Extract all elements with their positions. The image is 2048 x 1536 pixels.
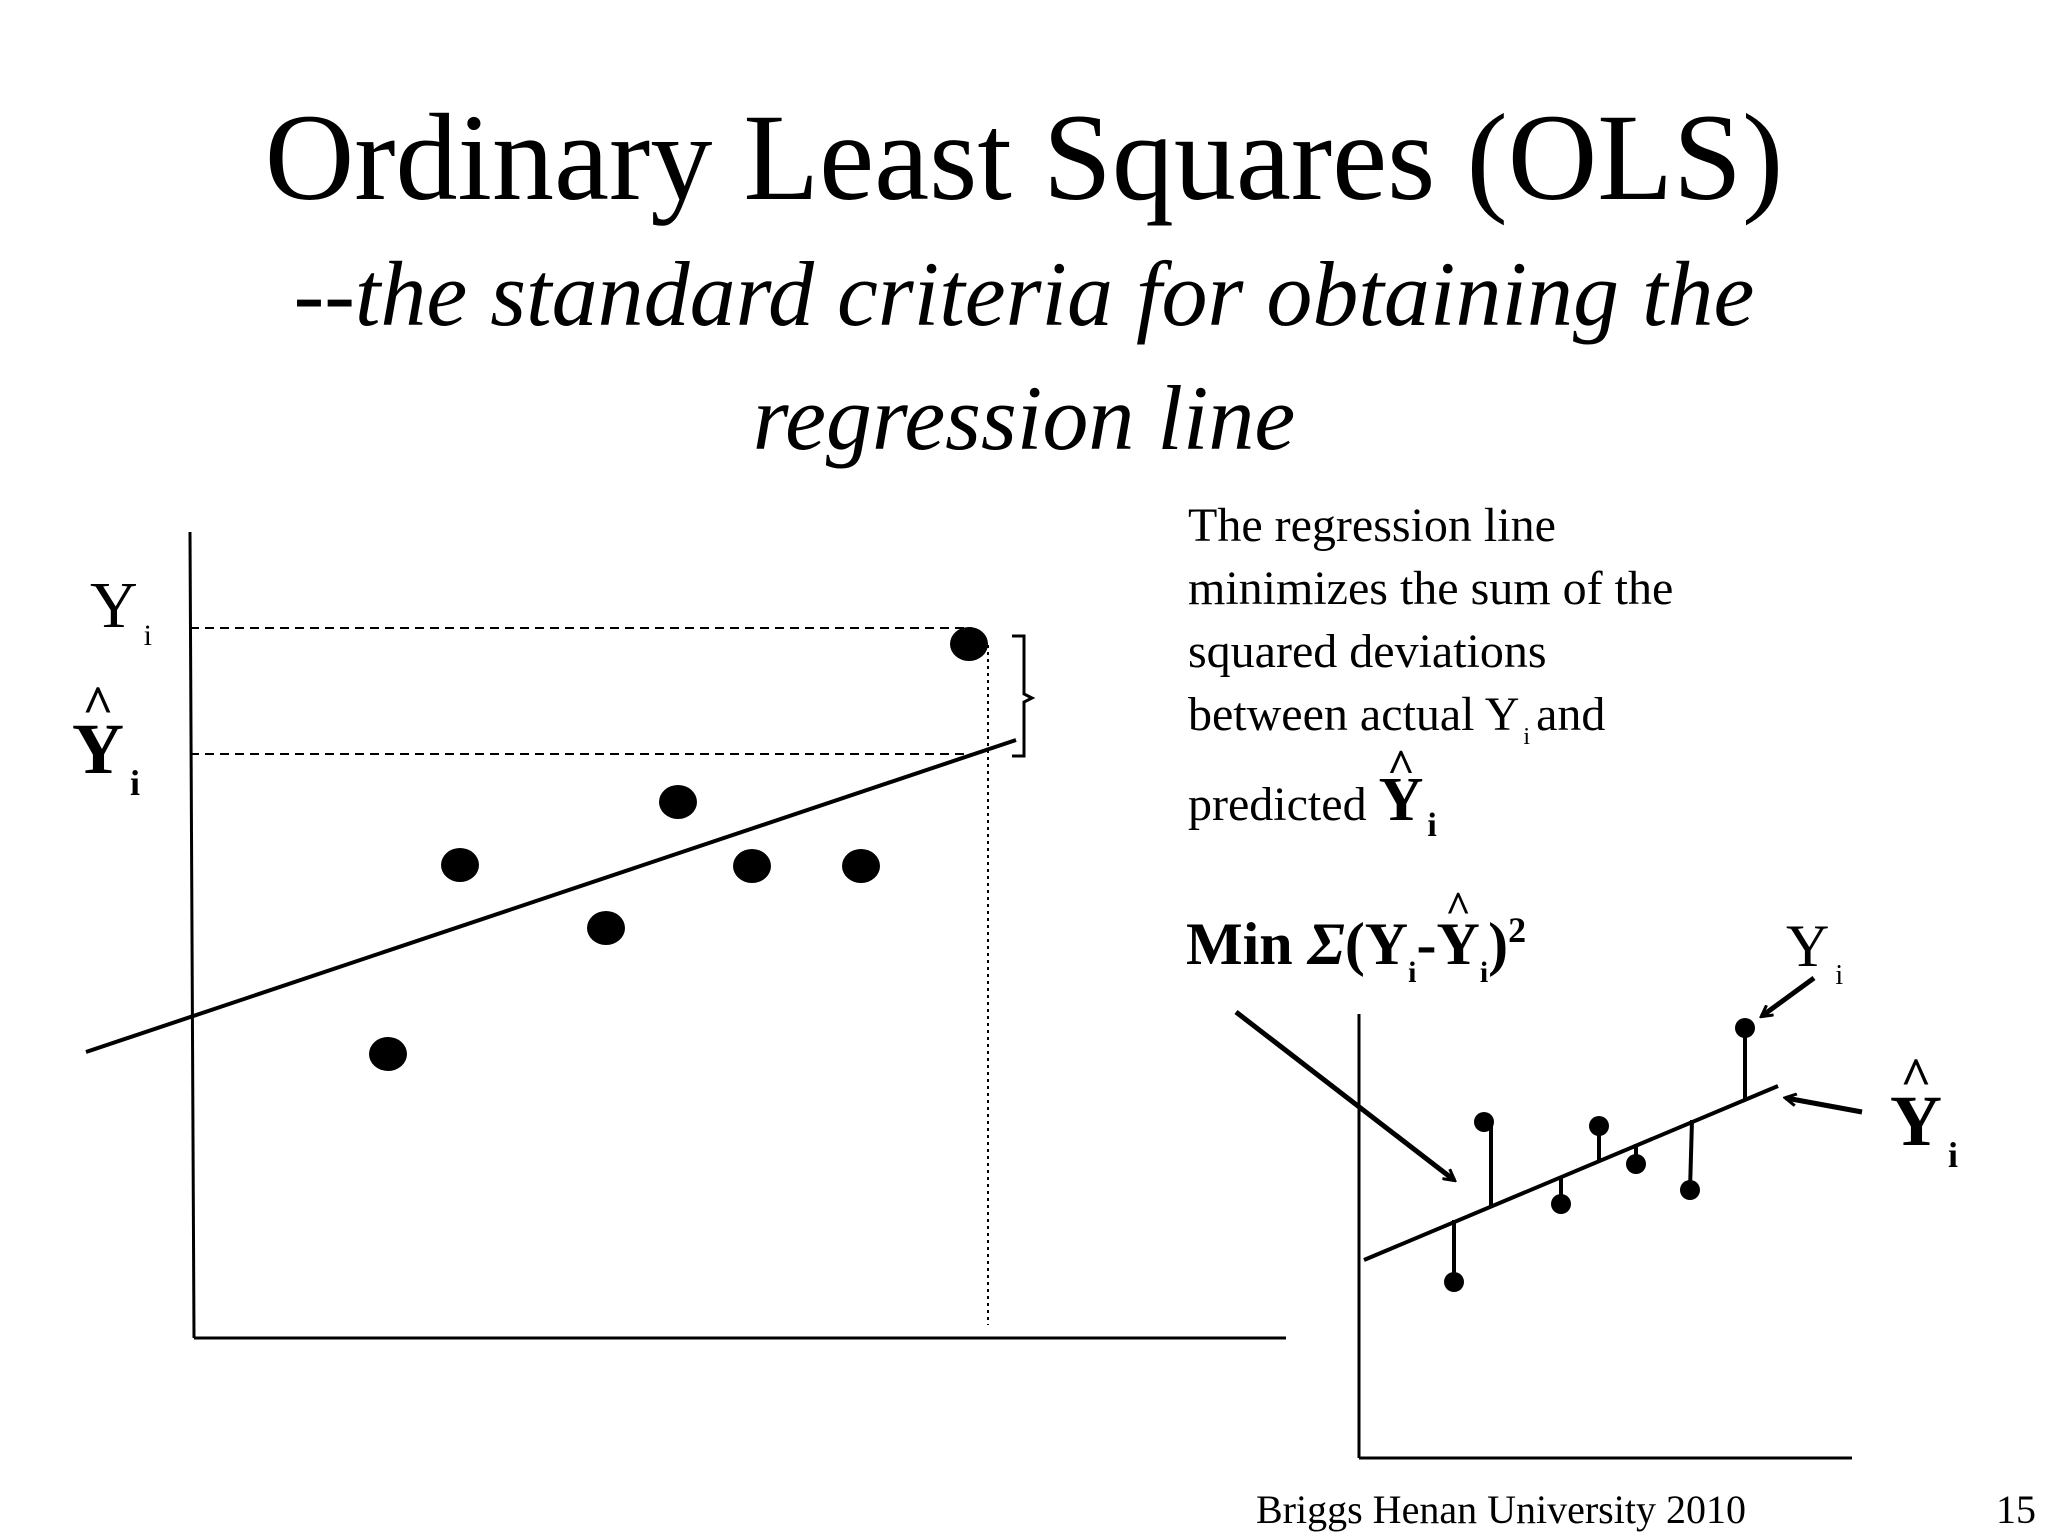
slide-subtitle: --the standard criteria for obtaining th… [0, 232, 2048, 480]
left-data-points [369, 627, 988, 1071]
data-point [441, 848, 479, 882]
formula-subscript-1: i [1408, 956, 1417, 989]
formula-close: ) [1488, 911, 1509, 977]
actual-y-arrow [1762, 975, 1816, 1016]
data-point [369, 1037, 407, 1071]
deviation-bracket [1012, 634, 1036, 758]
residual-point [1444, 1272, 1464, 1292]
left-y-subscript: i [143, 619, 153, 652]
formula-y-hat: Y [1436, 910, 1479, 979]
predicted-y-hat-symbol: Y [1379, 769, 1424, 832]
left-regression-line [85, 738, 1017, 1054]
formula-subscript-2: i [1479, 956, 1489, 989]
data-point [950, 627, 988, 661]
right-residuals [1444, 1018, 1755, 1292]
formula-power: 2 [1508, 910, 1527, 950]
data-point [842, 849, 880, 883]
desc-line-4-text: between actual Y [1188, 688, 1520, 741]
right-chart-predicted-y-label: Yi [1890, 1080, 1958, 1175]
right-y-hat-letter: Y [1890, 1080, 1942, 1163]
data-point [659, 785, 697, 819]
residual-point [1551, 1194, 1571, 1214]
left-y-hat-subscript: i [130, 763, 141, 803]
desc-line-2: minimizes the sum of the [1188, 562, 1674, 615]
formula-open: (Y [1344, 911, 1409, 977]
residual-point [1626, 1154, 1646, 1174]
desc-line-5-text: predicted [1188, 778, 1367, 831]
predicted-y-hat-subscript: i [1427, 807, 1437, 844]
desc-line-4-end: and [1536, 688, 1606, 741]
residual-point [1735, 1018, 1755, 1038]
subtitle-line-2: regression line [752, 367, 1296, 469]
desc-line-1: The regression line [1188, 499, 1556, 552]
right-y-hat-subscript: i [1948, 1135, 1959, 1175]
left-y-axis [188, 531, 196, 1339]
desc-line-5: predicted Yi [1188, 769, 1673, 845]
residual-line [1688, 1119, 1694, 1191]
formula-minus: - [1416, 911, 1437, 977]
slide-footer: Briggs Henan University 2010 [1256, 1487, 1746, 1532]
right-regression-line [1363, 1084, 1779, 1262]
left-y-letter: Y [90, 569, 138, 642]
slide-title: Ordinary Least Squares (OLS) [264, 89, 1784, 226]
data-point [733, 849, 771, 883]
formula-sigma: Σ [1307, 911, 1345, 977]
min-sum-squares-formula: Min Σ(Yi-Yi)2 [1186, 910, 1527, 989]
residual-point [1680, 1180, 1700, 1200]
description-text: The regression line minimizes the sum of… [1188, 494, 1674, 845]
left-chart-predicted-y-label: Yi [72, 708, 140, 803]
predicted-y-arrow [1786, 1098, 1863, 1115]
right-y-subscript: i [1835, 960, 1844, 991]
data-point [587, 911, 625, 945]
desc-line-3: squared deviations [1188, 625, 1547, 678]
subtitle-line-1: --the standard criteria for obtaining th… [293, 243, 1755, 345]
right-y-letter: Y [1786, 913, 1830, 979]
residual-point [1474, 1112, 1494, 1132]
formula-min: Min [1186, 911, 1293, 977]
page-number: 15 [1996, 1487, 2036, 1532]
left-y-hat-letter: Y [72, 708, 124, 791]
formula-arrow [1234, 1010, 1454, 1180]
residual-point [1589, 1116, 1609, 1136]
desc-line-4-subscript: i [1523, 724, 1531, 750]
